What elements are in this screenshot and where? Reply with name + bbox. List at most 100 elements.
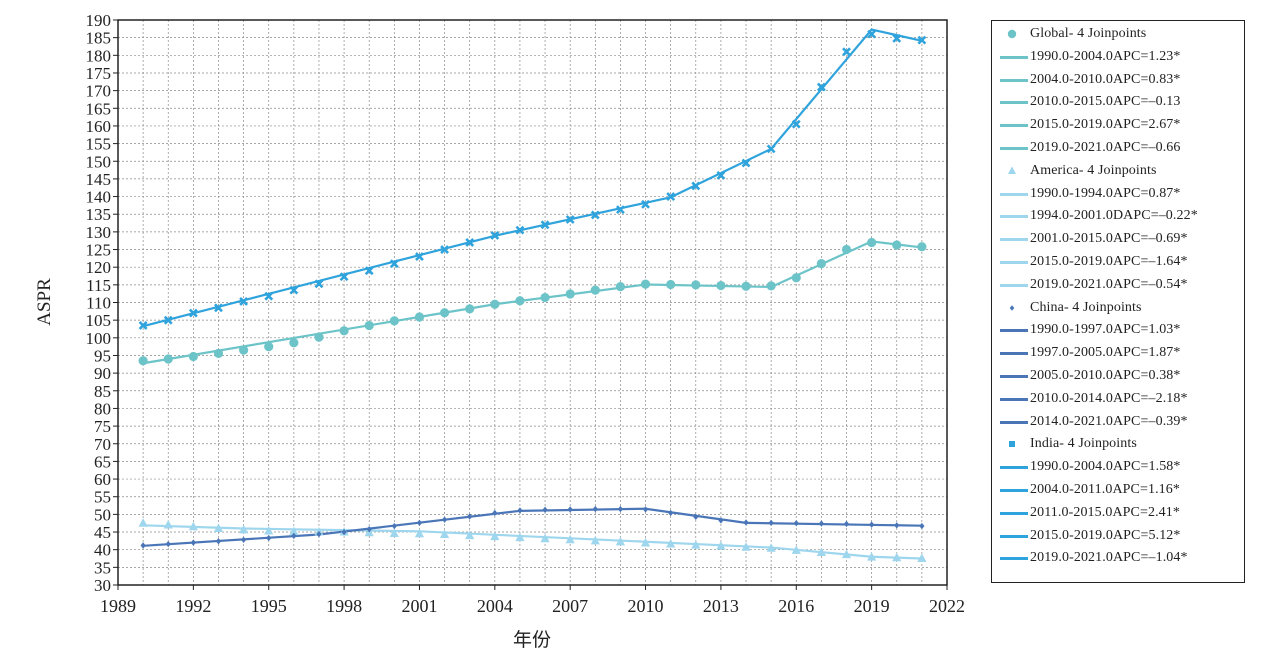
legend-item: 2019.0-2021.0APC=–1.04* <box>992 547 1244 569</box>
data-point <box>716 541 726 550</box>
legend-label: 1990.0-2004.0APC=1.23* <box>1030 48 1181 64</box>
y-tick-label: 150 <box>86 152 112 171</box>
data-point <box>366 526 372 533</box>
data-point <box>389 316 399 326</box>
data-point <box>590 210 600 220</box>
legend-line-swatch <box>992 456 1030 478</box>
x-tick-label: 2022 <box>929 596 965 616</box>
legend-item: America- 4 Joinpoints <box>992 160 1244 182</box>
legend-label: America- 4 Joinpoints <box>1030 162 1157 178</box>
data-point <box>364 266 374 276</box>
fit-segment <box>493 196 672 237</box>
data-point <box>540 220 550 230</box>
x-tick-label: 2004 <box>477 596 513 616</box>
legend-line-swatch <box>992 114 1030 136</box>
data-point <box>642 506 649 513</box>
fit-segment <box>242 527 421 533</box>
legend-item: 1990.0-2004.0APC=1.23* <box>992 46 1244 68</box>
chart-legend: Global- 4 Joinpoints 1990.0-2004.0APC=1.2… <box>991 20 1245 583</box>
data-point <box>590 535 600 545</box>
data-point <box>266 534 272 542</box>
legend-label: 2015.0-2019.0APC=2.67* <box>1030 117 1181 133</box>
data-point <box>816 259 826 269</box>
legend-item: 2004.0-2010.0APC=0.83* <box>992 69 1244 91</box>
data-point <box>565 534 575 544</box>
data-point <box>140 542 146 549</box>
y-tick-label: 45 <box>94 523 111 542</box>
legend-label: 2004.0-2011.0APC=1.16* <box>1030 482 1180 497</box>
y-tick-label: 95 <box>94 346 111 365</box>
legend-label: 1990.0-1997.0APC=1.03* <box>1030 322 1181 338</box>
legend-item: 2015.0-2019.0APC=2.67* <box>992 114 1244 136</box>
data-point <box>188 351 198 362</box>
legend-line-swatch <box>992 525 1030 547</box>
x-tick-label: 2016 <box>778 596 814 616</box>
data-point <box>617 505 624 513</box>
data-point <box>843 520 850 528</box>
legend-label: 1990.0-2004.0APC=1.58* <box>1030 459 1181 475</box>
y-tick-label: 110 <box>86 294 111 313</box>
data-point <box>213 348 224 358</box>
data-point <box>414 528 425 538</box>
legend-item: 2014.0-2021.0APC=–0.39* <box>992 411 1244 433</box>
x-axis-tick-labels: 1989 1992 1995 1998 2001 2004 2007 2010 2013 2016… <box>100 585 965 616</box>
data-point <box>842 47 851 57</box>
data-point <box>666 539 676 548</box>
data-point <box>590 285 600 295</box>
x-tick-label: 2013 <box>703 596 739 616</box>
observed-data-markers <box>138 29 927 563</box>
legend-item: 2010.0-2014.0APC=–2.18* <box>992 388 1244 410</box>
data-point <box>540 533 550 543</box>
legend-item: 2015.0-2019.0APC=–1.64* <box>992 251 1244 273</box>
data-point <box>818 520 824 527</box>
y-tick-label: 35 <box>94 558 111 577</box>
y-axis-label: ASPR <box>34 278 55 326</box>
x-tick-label: 1989 <box>100 596 136 616</box>
y-tick-label: 80 <box>94 399 111 418</box>
legend-line-swatch <box>992 205 1030 227</box>
data-point <box>641 199 650 209</box>
legend-line-swatch <box>992 319 1030 341</box>
data-point <box>264 525 274 535</box>
data-point <box>264 291 274 301</box>
data-point <box>416 519 423 527</box>
y-tick-label: 160 <box>86 117 112 136</box>
y-tick-label: 155 <box>86 135 112 154</box>
data-point <box>163 354 173 364</box>
x-tick-label: 2001 <box>401 596 437 616</box>
legend-line-swatch <box>992 183 1030 205</box>
data-point <box>791 273 801 283</box>
legend-item: 2001.0-2015.0APC=–0.69* <box>992 228 1244 250</box>
legend-line-swatch <box>992 502 1030 524</box>
legend-line-swatch <box>992 365 1030 387</box>
y-tick-label: 90 <box>94 364 111 383</box>
data-point <box>741 281 751 291</box>
data-point <box>917 553 927 563</box>
fit-segment <box>644 283 773 289</box>
data-point <box>291 532 297 540</box>
data-point <box>239 345 249 355</box>
legend-label: 2001.0-2015.0APC=–0.69* <box>1030 231 1188 247</box>
data-point <box>440 245 449 254</box>
data-point <box>768 519 774 527</box>
y-tick-label: 30 <box>94 576 111 595</box>
data-point <box>165 540 171 548</box>
legend-marker-swatch <box>992 433 1030 455</box>
data-point <box>215 538 222 545</box>
fit-segment <box>744 521 923 527</box>
data-point <box>364 320 374 331</box>
data-point <box>615 282 626 292</box>
y-tick-label: 120 <box>86 258 112 277</box>
legend-line-swatch <box>992 46 1030 68</box>
data-point <box>314 332 324 342</box>
fit-segment <box>518 507 647 512</box>
data-point <box>339 326 349 336</box>
y-tick-label: 130 <box>86 223 112 242</box>
y-tick-label: 65 <box>94 452 111 471</box>
x-axis-label: 年份 <box>513 629 551 651</box>
legend-marker-swatch <box>992 23 1030 45</box>
legend-label: 2015.0-2019.0APC=–1.64* <box>1030 254 1188 269</box>
legend-line-swatch <box>992 91 1030 113</box>
y-tick-label: 70 <box>94 435 111 454</box>
